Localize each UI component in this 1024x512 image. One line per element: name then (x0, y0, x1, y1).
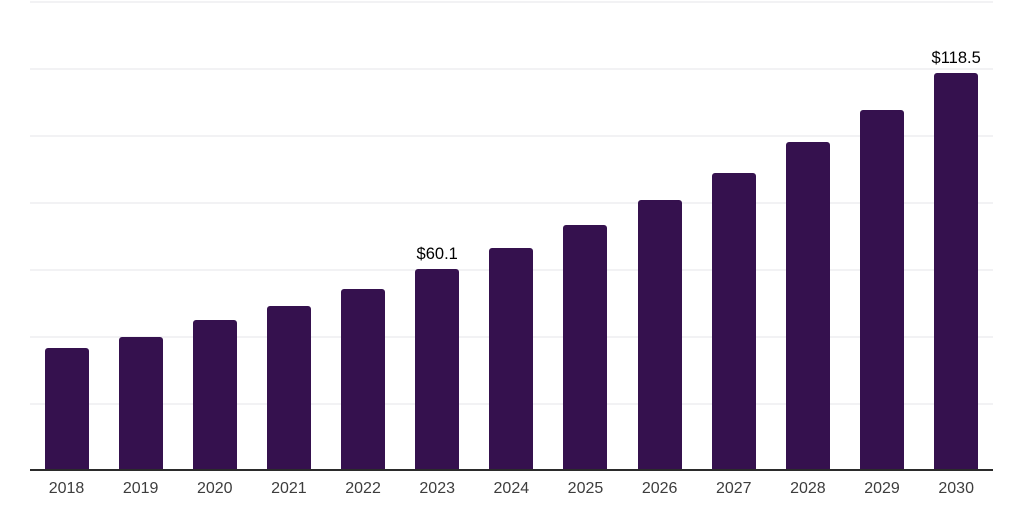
bar-2028 (786, 142, 830, 470)
gridline-140 (30, 1, 993, 3)
data-label-2023: $60.1 (416, 245, 458, 263)
x-tick-label-2028: 2028 (790, 480, 826, 497)
x-tick-label-2030: 2030 (938, 480, 974, 497)
bar-2020 (193, 320, 237, 470)
x-tick-label-2019: 2019 (122, 480, 159, 497)
x-tick-label-2027: 2027 (715, 480, 752, 497)
x-axis-line (30, 469, 993, 471)
x-tick-label-2018: 2018 (48, 480, 85, 497)
bar-2025 (563, 225, 607, 470)
bar-2023 (415, 269, 459, 470)
x-tick-label-2021: 2021 (271, 480, 307, 497)
bar-2030 (934, 73, 978, 470)
x-tick-label-2022: 2022 (345, 480, 381, 497)
bar-2027 (712, 173, 756, 470)
x-tick-label-2026: 2026 (641, 480, 678, 497)
bar-2022 (341, 289, 385, 470)
bar-2019 (119, 337, 163, 470)
gridline-80 (30, 202, 993, 204)
bar-2029 (860, 110, 904, 470)
bar-2026 (638, 200, 682, 470)
x-tick-label-2024: 2024 (493, 480, 530, 497)
bar-2024 (489, 248, 533, 470)
x-tick-label-2025: 2025 (567, 480, 604, 497)
gridline-120 (30, 68, 993, 70)
x-tick-label-2029: 2029 (864, 480, 900, 497)
data-label-2030: $118.5 (931, 49, 981, 67)
gridline-100 (30, 135, 993, 137)
bar-2021 (267, 306, 311, 470)
x-tick-label-2023: 2023 (419, 480, 455, 497)
bar-2018 (45, 348, 89, 470)
x-tick-label-2020: 2020 (196, 480, 233, 497)
